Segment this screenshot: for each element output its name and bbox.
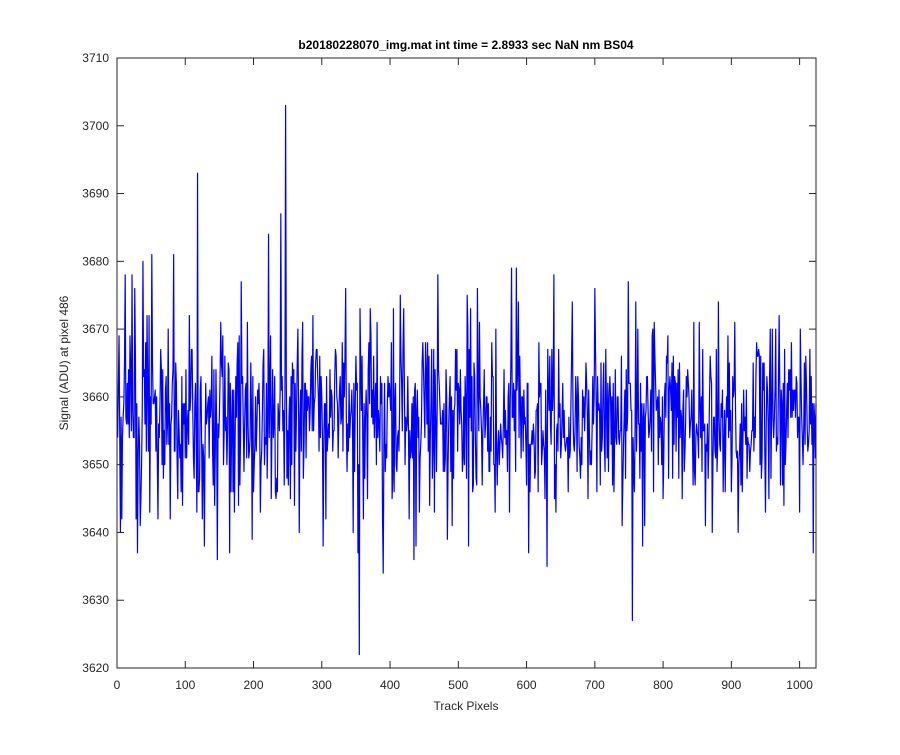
y-tick-label: 3670 bbox=[82, 322, 109, 336]
ticks-layer: 0 100 200 300 400 500 600 700 800 900 1000 3620 3630… bbox=[82, 51, 816, 692]
x-tick-label: 400 bbox=[380, 678, 400, 692]
x-tick-label: 1000 bbox=[786, 678, 813, 692]
y-tick-label: 3660 bbox=[82, 390, 109, 404]
y-tick-label: 3630 bbox=[82, 593, 109, 607]
x-tick-label: 0 bbox=[114, 678, 121, 692]
x-axis-label: Track Pixels bbox=[434, 699, 499, 713]
y-tick-label: 3650 bbox=[82, 458, 109, 472]
y-tick-label: 3700 bbox=[82, 119, 109, 133]
signal-series-line bbox=[117, 104, 817, 656]
x-tick-label: 100 bbox=[175, 678, 195, 692]
x-tick-label: 900 bbox=[721, 678, 741, 692]
x-tick-label: 300 bbox=[312, 678, 332, 692]
x-tick-label: 800 bbox=[653, 678, 673, 692]
y-tick-label: 3690 bbox=[82, 187, 109, 201]
y-tick-label: 3640 bbox=[82, 525, 109, 539]
x-tick-label: 200 bbox=[244, 678, 264, 692]
x-tick-label: 700 bbox=[585, 678, 605, 692]
series-layer bbox=[117, 104, 817, 656]
y-tick-label: 3710 bbox=[82, 51, 109, 65]
x-tick-label: 600 bbox=[517, 678, 537, 692]
y-tick-label: 3620 bbox=[82, 661, 109, 675]
x-tick-label: 500 bbox=[448, 678, 468, 692]
axes-box bbox=[116, 57, 817, 669]
y-tick-label: 3680 bbox=[82, 254, 109, 268]
y-axis-label: Signal (ADU) at pixel 486 bbox=[57, 295, 71, 430]
chart-title: b20180228070_img.mat int time = 2.8933 s… bbox=[298, 38, 634, 52]
